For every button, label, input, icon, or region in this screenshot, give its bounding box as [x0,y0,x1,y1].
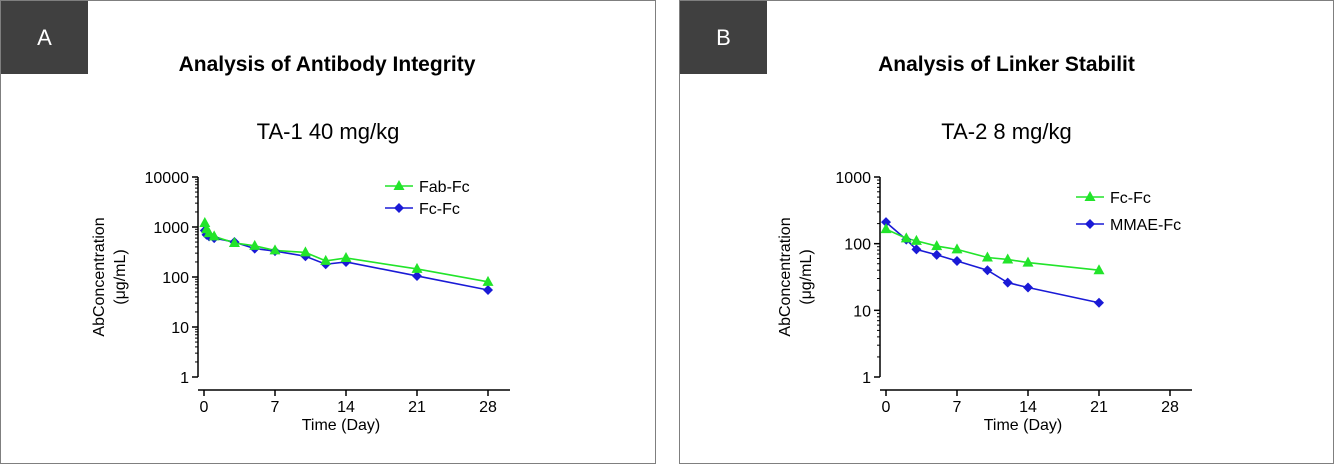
panel-b-title: Analysis of Linker Stabilit [878,53,1135,76]
x-axis-label: Time (Day) [984,417,1063,434]
legend-marker-fab-fc [393,180,405,190]
data-point-fc-fc [880,223,892,234]
x-axis-label: Time (Day) [302,417,381,434]
series-line-fab-fc [204,222,489,283]
panel-a: A Analysis of Antibody Integrity TA-1 40… [0,0,656,464]
y-tick-label: 1000 [153,220,189,237]
x-tick-label: 0 [882,399,891,416]
y-tick-label: 100 [162,270,189,287]
legend-label: Fab-Fc [419,179,470,196]
data-point-fc-fc [981,251,993,262]
legend-marker-fc-fc [1084,191,1096,201]
data-point-mmae-fc [952,255,962,266]
legend-label: MMAE-Fc [1110,217,1181,234]
chart-b: 1 10 100 1000 0 7 14 21 28 Time (Day) AbConcentrat… [777,170,1192,434]
data-point-fc-fc [1022,256,1034,267]
series-line-mmae-fc [885,221,1100,304]
x-tick-label: 21 [408,399,426,416]
y-axis-label-line2: (μg/mL) [112,249,129,304]
data-point-fc-fc [900,232,912,243]
data-point-fc-fc [931,240,943,251]
legend-label: Fc-Fc [419,201,460,218]
y-tick-label: 1000 [835,170,871,187]
y-tick-label: 10 [853,303,871,320]
x-tick-label: 21 [1090,399,1108,416]
panel-a-title: Analysis of Antibody Integrity [178,53,476,76]
y-tick-label: 1 [862,370,871,387]
y-tick-label: 100 [844,237,871,254]
chart-a: 1 10 100 1000 10000 0 7 14 21 28 Time (Day) AbConce… [91,170,510,434]
x-tick-label: 14 [1019,399,1037,416]
panel-b: B Analysis of Linker Stabilit TA-2 8 mg/… [679,0,1334,464]
y-axis-label-line2: (μg/mL) [798,249,815,304]
panel-a-subtitle: TA-1 40 mg/kg [256,119,400,144]
y-tick-label: 10 [171,320,189,337]
data-point-fc-fc [1002,253,1014,264]
panel-badge-b: B [680,1,767,74]
data-point-fab-fc [208,230,220,241]
x-tick-label: 7 [271,399,280,416]
x-tick-label: 7 [953,399,962,416]
data-point-fc-fc [483,284,493,295]
panel-badge-a: A [1,1,88,74]
data-point-mmae-fc [881,217,891,228]
data-point-fab-fc [320,254,332,265]
data-point-mmae-fc [1023,282,1033,293]
data-point-fc-fc [1093,264,1105,275]
x-tick-label: 28 [479,399,497,416]
data-point-fab-fc [411,262,423,273]
data-point-fab-fc [299,246,311,257]
data-point-fc-fc [951,243,963,254]
legend-marker-mmae-fc [1085,219,1095,229]
x-tick-label: 28 [1161,399,1179,416]
data-point-mmae-fc [1002,277,1013,288]
y-axis-label-line1: AbConcentration [777,217,794,336]
data-point-fc-fc [412,270,422,281]
data-point-fab-fc [269,244,281,255]
data-point-fab-fc [482,275,494,286]
legend-label: Fc-Fc [1110,190,1151,207]
data-point-mmae-fc [982,265,993,276]
x-tick-label: 14 [337,399,355,416]
data-point-mmae-fc [931,249,942,260]
y-tick-label: 10000 [145,170,190,187]
data-point-fab-fc [249,239,261,250]
legend-marker-fc-fc [394,203,404,213]
data-point-fab-fc [199,217,211,228]
y-axis-label-line1: AbConcentration [91,217,108,336]
data-point-mmae-fc [911,244,922,255]
data-point-mmae-fc [1094,297,1104,308]
data-point-fc-fc [910,234,922,245]
data-point-fab-fc [340,251,352,262]
panel-b-subtitle: TA-2 8 mg/kg [941,119,1072,144]
x-tick-label: 0 [200,399,209,416]
y-tick-label: 1 [180,370,189,387]
data-point-fab-fc [228,236,240,247]
